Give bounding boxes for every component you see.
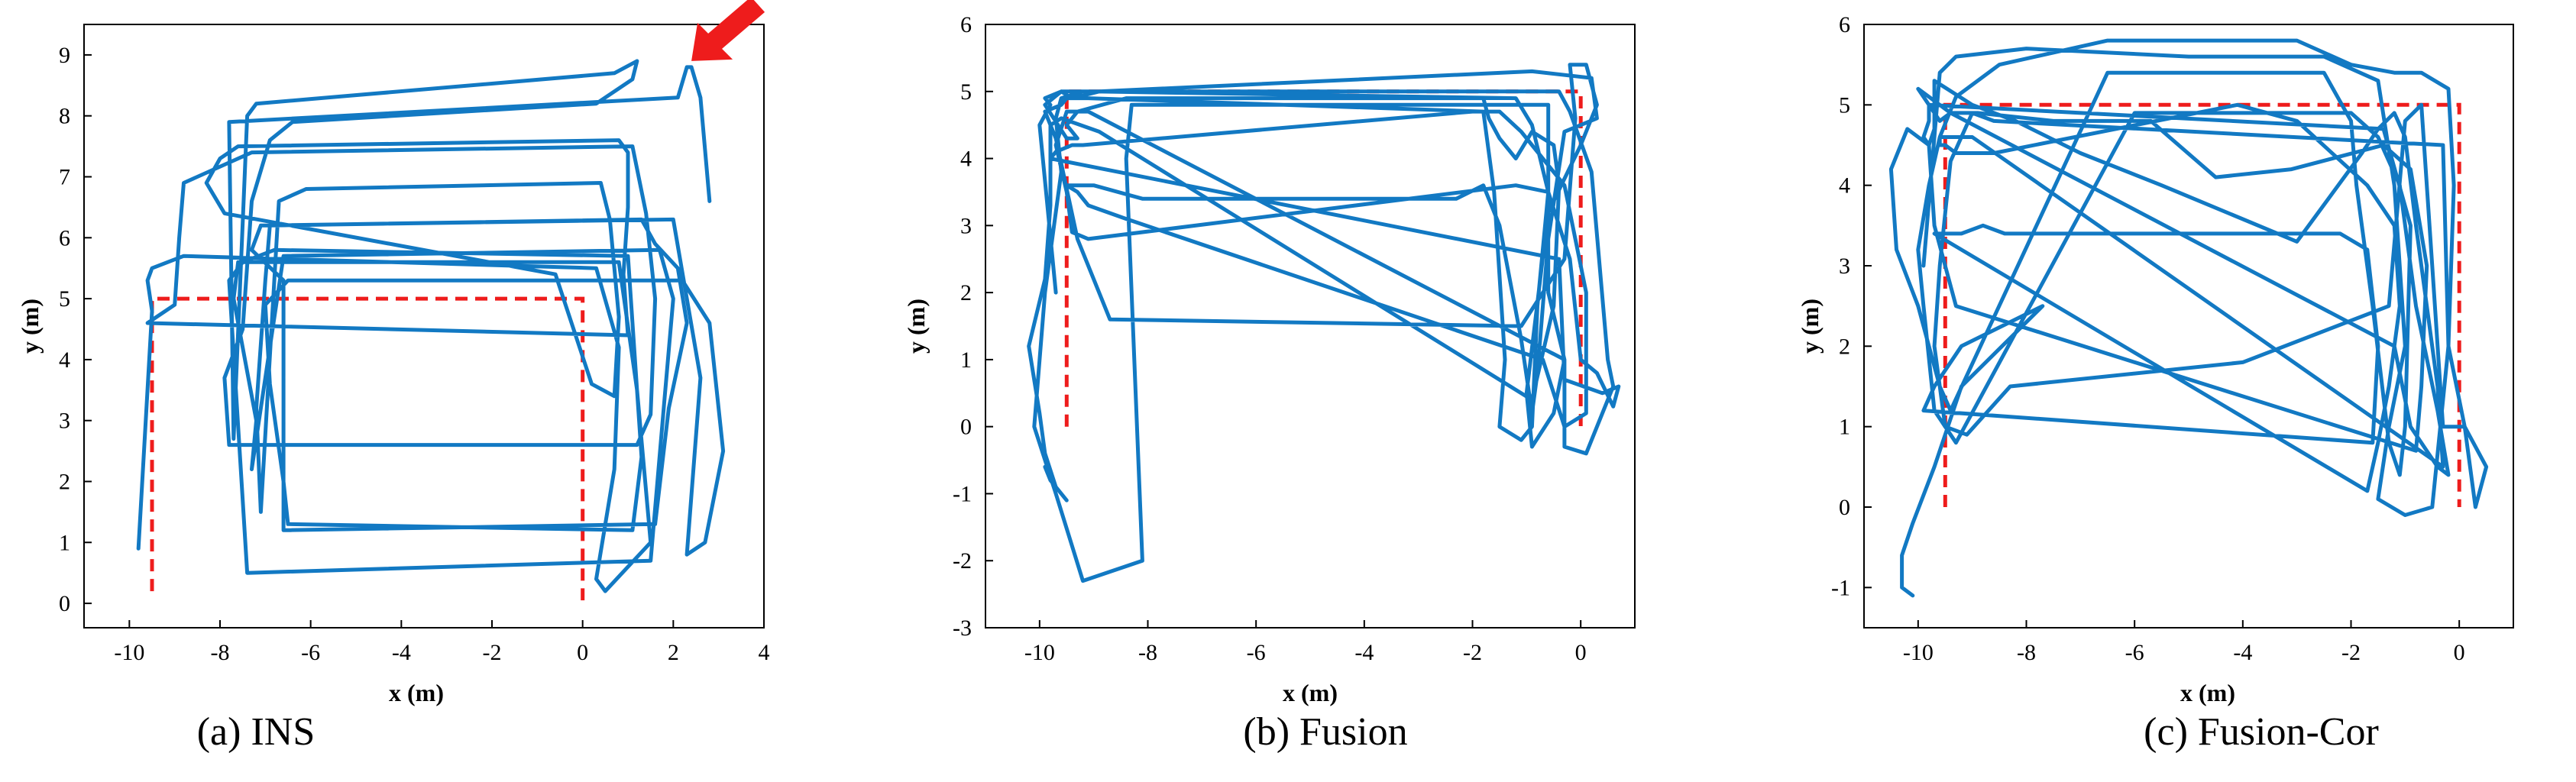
- x-tick-label: 0: [2454, 640, 2465, 665]
- x-tick-label: -8: [211, 640, 230, 665]
- x-tick-label: -8: [2017, 640, 2036, 665]
- y-tick-label: 6: [59, 225, 70, 250]
- x-axis-label: x (m): [2180, 679, 2235, 706]
- x-tick-label: -6: [301, 640, 320, 665]
- y-tick-label: 3: [1839, 254, 1850, 279]
- x-tick-label: -4: [2233, 640, 2252, 665]
- y-tick-label: -2: [953, 548, 972, 574]
- y-tick-label: 8: [59, 104, 70, 129]
- x-tick-label: -10: [114, 640, 144, 665]
- subplot-ins: -10 -8 -6 -4 -2 0 2 4 0 1 2 3 4 5 6 7 8 9 x (m) y (m) (a) IN…: [16, 0, 770, 754]
- y-tick-label: 4: [960, 147, 972, 172]
- y-tick-label: 6: [1839, 12, 1850, 37]
- y-tick-label: 6: [960, 12, 972, 37]
- y-tick-label: -1: [953, 481, 972, 506]
- x-tick-label: 4: [759, 640, 770, 665]
- x-tick-label: -2: [483, 640, 502, 665]
- x-tick-label: 0: [1575, 640, 1587, 665]
- panel-caption: (b) Fusion: [1243, 710, 1407, 754]
- y-tick-label: 7: [59, 164, 70, 189]
- x-tick-label: -10: [1903, 640, 1934, 665]
- trajectory-line: [1027, 63, 1621, 583]
- panel-caption: (c) Fusion-Cor: [2144, 710, 2379, 754]
- y-tick-label: 2: [960, 280, 972, 305]
- x-tick-label: -6: [1247, 640, 1266, 665]
- x-tick-label: 0: [577, 640, 588, 665]
- y-axis-label: y (m): [16, 299, 44, 354]
- y-tick-label: 3: [960, 213, 972, 238]
- y-tick-label: 3: [59, 409, 70, 434]
- y-tick-label: 4: [59, 347, 70, 373]
- x-tick-label: -6: [2125, 640, 2144, 665]
- y-tick-label: 2: [59, 469, 70, 494]
- y-tick-label: 5: [59, 286, 70, 312]
- x-tick-label: -4: [1354, 640, 1374, 665]
- x-tick-label: -2: [2341, 640, 2361, 665]
- x-axis-label: x (m): [1283, 679, 1338, 706]
- y-tick-label: -3: [953, 616, 972, 641]
- axes-frame: [985, 24, 1636, 629]
- y-tick-label: 5: [1839, 92, 1850, 118]
- y-tick-label: 1: [960, 347, 972, 373]
- x-tick-label: -4: [392, 640, 411, 665]
- x-axis-label: x (m): [389, 679, 444, 706]
- y-tick-label: -1: [1831, 575, 1850, 600]
- trajectory-line: [136, 59, 726, 593]
- axes-frame: [1863, 24, 2514, 629]
- y-tick-label: 1: [1839, 415, 1850, 440]
- trajectory-line: [1888, 38, 2489, 598]
- reference-path-line: [1943, 102, 2461, 507]
- x-tick-label: 2: [668, 640, 679, 665]
- y-tick-label: 9: [59, 43, 70, 68]
- y-tick-label: 0: [960, 415, 972, 440]
- y-tick-label: 2: [1839, 334, 1850, 359]
- y-axis-label: y (m): [902, 299, 930, 354]
- reference-path-line: [150, 296, 585, 601]
- x-tick-label: -8: [1138, 640, 1157, 665]
- x-tick-label: -10: [1024, 640, 1055, 665]
- axes-frame: [83, 24, 765, 629]
- annotation-arrow-icon: [691, 0, 765, 61]
- panel-caption: (a) INS: [197, 710, 316, 754]
- x-tick-label: -2: [1463, 640, 1482, 665]
- y-tick-label: 4: [1839, 173, 1850, 199]
- y-tick-label: 0: [59, 591, 70, 616]
- y-tick-label: 0: [1839, 495, 1850, 520]
- y-tick-label: 5: [960, 79, 972, 105]
- y-axis-label: y (m): [1796, 299, 1824, 354]
- y-tick-label: 1: [59, 530, 70, 555]
